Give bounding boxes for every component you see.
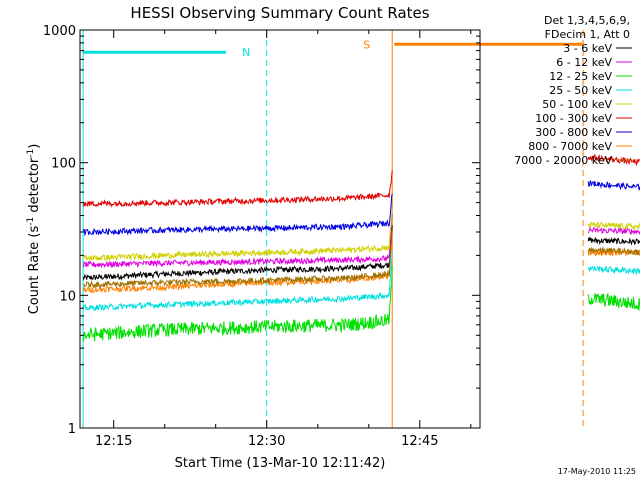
- flag-N-label: N: [242, 46, 250, 59]
- series-6: [82, 180, 640, 237]
- series-line-5-0: [82, 170, 393, 208]
- x-axis-label: Start Time (13-Mar-10 12:11:42): [175, 456, 386, 471]
- flag-S-label: S: [363, 38, 370, 51]
- series-line-4-0: [82, 209, 393, 262]
- series-4: [82, 209, 640, 262]
- chart-title: HESSI Observing Summary Count Rates: [130, 4, 429, 22]
- y-axis-label-sup1: -1: [26, 217, 36, 226]
- series-line-2-0: [82, 265, 393, 342]
- series-line-3-1: [587, 265, 640, 276]
- y-tick-label-1: 10: [59, 289, 76, 304]
- series-line-3-0: [82, 251, 393, 311]
- y-axis-label-main: Count Rate (s: [27, 226, 42, 315]
- legend-label-3: 25 - 50 keV: [549, 84, 612, 97]
- flag-N: N: [82, 30, 268, 428]
- series-line-8-0: [83, 230, 393, 289]
- y-tick-label-2: 100: [51, 157, 76, 172]
- legend-label-6: 300 - 800 keV: [535, 126, 612, 139]
- series-2: [82, 265, 640, 342]
- series-line-2-1: [587, 292, 640, 312]
- series-layer: [82, 154, 640, 342]
- series-5: [82, 154, 640, 208]
- generation-timestamp: 17-May-2010 11:25: [558, 467, 636, 476]
- legend-header-line-1: Det 1,3,4,5,6,9,: [544, 14, 630, 27]
- series-line-1-0: [82, 213, 393, 269]
- legend-label-8: 7000 - 20000 keV: [514, 154, 612, 167]
- legend-label-2: 12 - 25 keV: [549, 70, 612, 83]
- series-line-7-0: [82, 234, 393, 294]
- x-tick-label-2: 12:45: [401, 434, 438, 449]
- series-3: [82, 251, 640, 311]
- series-1: [82, 213, 640, 269]
- y-tick-label-0: 1: [68, 422, 76, 437]
- axes-layer: 12:15 12:30 12:45 1 10 100 1000: [43, 24, 480, 449]
- legend-label-5: 100 - 300 keV: [535, 112, 612, 125]
- legend-header-line-2: FDecim 1, Att 0: [545, 28, 630, 41]
- y-axis-label-mid: detector: [27, 157, 42, 217]
- series-line-0-0: [82, 225, 393, 281]
- legend-label-1: 6 - 12 keV: [556, 56, 612, 69]
- legend-label-4: 50 - 100 keV: [542, 98, 612, 111]
- legend: Det 1,3,4,5,6,9, FDecim 1, Att 0 3 - 6 k…: [514, 14, 632, 167]
- x-tick-label-0: 12:15: [95, 434, 132, 449]
- series-0: [82, 225, 640, 281]
- series-8: [83, 230, 640, 289]
- y-axis-label-end: ): [27, 144, 42, 149]
- series-line-6-1: [587, 180, 640, 191]
- series-7: [82, 234, 640, 294]
- y-tick-label-3: 1000: [43, 24, 76, 39]
- legend-label-7: 800 - 7000 keV: [528, 140, 612, 153]
- series-line-6-0: [82, 193, 393, 237]
- plot-frame: [79, 29, 481, 429]
- y-axis-label: Count Rate (s-1 detector-1): [26, 144, 42, 315]
- y-axis-label-sup2: -1: [26, 149, 36, 158]
- x-tick-label-1: 12:30: [248, 434, 285, 449]
- legend-label-0: 3 - 6 keV: [563, 42, 612, 55]
